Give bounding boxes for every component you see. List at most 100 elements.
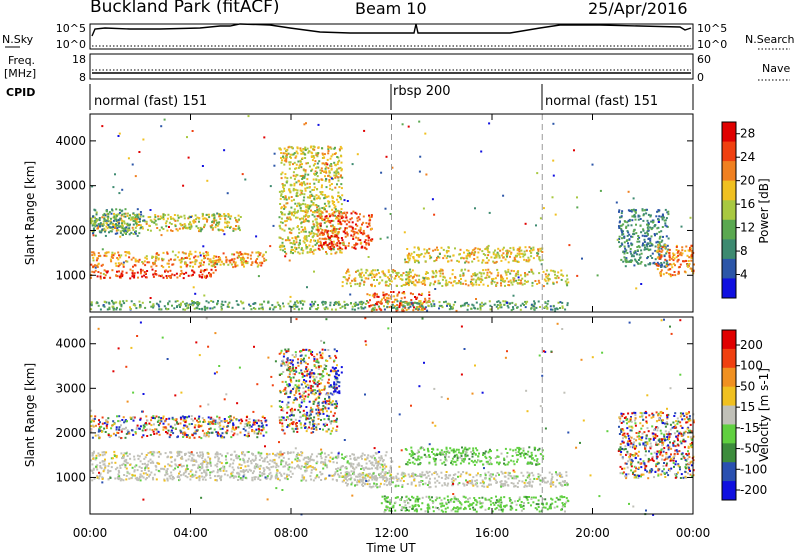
data-cell [321, 245, 323, 248]
data-cell [125, 467, 128, 470]
data-cell [281, 238, 284, 241]
data-cell [125, 458, 128, 461]
data-cell [121, 457, 123, 460]
data-cell [677, 258, 680, 261]
data-cell [176, 422, 179, 425]
data-cell [618, 245, 621, 248]
data-cell [402, 283, 405, 286]
data-cell [292, 171, 295, 174]
data-cell [308, 186, 311, 188]
data-cell [155, 256, 158, 259]
data-cell [180, 302, 182, 305]
data-cell [293, 307, 296, 310]
data-cell [378, 272, 380, 275]
data-cell [118, 415, 121, 418]
data-cell [285, 154, 288, 156]
data-cell [364, 306, 367, 309]
data-cell [376, 279, 378, 281]
data-cell [324, 461, 327, 464]
data-cell [157, 253, 160, 256]
data-cell [148, 261, 151, 264]
data-cell [331, 208, 334, 211]
data-cell [199, 425, 202, 428]
data-cell [140, 213, 143, 216]
data-cell [321, 237, 324, 240]
data-cell [220, 308, 223, 311]
data-cell [360, 306, 363, 309]
data-cell [357, 229, 360, 232]
data-cell [95, 218, 98, 221]
data-cell [620, 229, 623, 232]
data-cell [303, 215, 306, 218]
data-cell [681, 246, 684, 249]
data-cell [123, 427, 126, 430]
data-cell [194, 255, 197, 258]
data-cell [284, 220, 287, 223]
data-cell [359, 230, 362, 233]
data-cell [385, 296, 388, 299]
data-cell [212, 419, 215, 422]
data-cell [178, 274, 181, 277]
data-cell [167, 308, 170, 310]
data-cell [136, 213, 139, 216]
data-cell [90, 420, 93, 423]
data-cell [298, 204, 301, 207]
data-cell [118, 132, 121, 135]
data-cell [136, 271, 139, 274]
data-cell [338, 210, 341, 213]
data-cell [555, 277, 558, 280]
data-cell [668, 248, 671, 251]
data-cell [343, 199, 346, 202]
data-cell [419, 302, 422, 304]
data-cell [393, 270, 396, 272]
data-cell [327, 174, 330, 177]
data-cell [358, 475, 361, 478]
data-cell [206, 275, 209, 278]
data-cell [431, 270, 434, 273]
data-cell [476, 256, 479, 259]
data-cell [599, 189, 602, 192]
data-cell [661, 218, 664, 221]
data-cell [646, 257, 649, 260]
data-cell [528, 258, 531, 261]
data-cell [144, 462, 146, 465]
data-cell [180, 474, 182, 477]
data-cell [282, 184, 285, 187]
data-cell [591, 163, 594, 166]
data-cell [196, 307, 199, 310]
data-cell [282, 186, 285, 189]
data-cell [240, 418, 243, 421]
data-cell [346, 479, 349, 482]
data-cell [194, 259, 197, 261]
data-cell [139, 476, 142, 479]
data-cell [102, 463, 105, 466]
data-cell [564, 308, 567, 311]
data-cell [164, 222, 167, 225]
data-cell [232, 468, 235, 471]
data-cell [358, 472, 361, 475]
data-cell [130, 258, 133, 261]
data-cell [356, 456, 359, 459]
data-cell [189, 221, 192, 224]
data-cell [426, 272, 429, 274]
data-cell [225, 222, 228, 225]
data-cell [158, 308, 161, 311]
data-cell [90, 459, 92, 462]
data-cell [110, 461, 113, 464]
data-cell [149, 301, 152, 304]
data-cell [173, 214, 176, 216]
data-cell [413, 283, 416, 286]
data-cell [355, 231, 358, 234]
data-cell [314, 477, 317, 480]
data-cell [333, 147, 336, 150]
data-cell [283, 207, 286, 210]
data-cell [95, 457, 98, 460]
data-cell [201, 451, 204, 454]
data-cell [633, 251, 636, 254]
data-cell [515, 279, 518, 282]
data-cell [247, 115, 250, 118]
data-cell [214, 262, 217, 265]
data-cell [345, 303, 348, 306]
data-cell [128, 217, 130, 220]
data-cell [527, 260, 530, 263]
